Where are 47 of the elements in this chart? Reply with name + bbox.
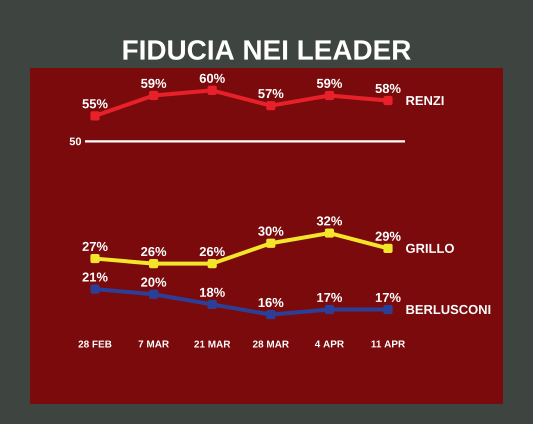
data-label: 16%	[258, 298, 284, 308]
series-label: GRILLO	[406, 244, 454, 253]
data-label: 20%	[141, 278, 166, 287]
point	[149, 290, 158, 299]
data-label: 26%	[200, 246, 225, 256]
point	[90, 254, 100, 264]
x-tick-label: 11 APR	[371, 340, 405, 348]
point	[266, 101, 276, 110]
data-label: 26%	[141, 246, 166, 256]
x-tick-label: 7 MAR	[138, 340, 169, 348]
point	[266, 310, 276, 320]
point	[208, 300, 217, 310]
point	[383, 244, 393, 253]
point	[266, 238, 276, 248]
point	[90, 111, 100, 120]
chart-title: FIDUCIA NEI LEADER	[123, 40, 411, 60]
point	[149, 259, 158, 268]
data-label: 30%	[258, 226, 284, 236]
data-label: 59%	[316, 78, 342, 88]
data-label: 57%	[258, 89, 284, 98]
point	[90, 284, 100, 294]
x-tick-label: 4 APR	[314, 340, 344, 348]
data-label: 17%	[376, 292, 401, 302]
x-tick-label: 28 FEB	[78, 340, 112, 348]
point	[149, 90, 158, 100]
data-label: 58%	[375, 84, 401, 94]
data-label: 32%	[316, 216, 342, 226]
data-label: 60%	[200, 74, 225, 83]
point	[324, 90, 334, 100]
point	[324, 304, 334, 314]
point	[383, 304, 393, 314]
data-label: 55%	[82, 99, 108, 108]
data-label: 27%	[82, 242, 108, 252]
data-label: 21%	[82, 272, 108, 282]
x-tick-label: 28 MAR	[252, 340, 289, 348]
point	[208, 259, 217, 268]
series-label: BERLUSCONI	[406, 304, 490, 314]
data-label: 29%	[376, 232, 401, 241]
data-label: 59%	[141, 78, 166, 88]
ref-line-label: 50	[70, 137, 82, 146]
data-label: 17%	[317, 292, 342, 302]
point	[383, 96, 393, 106]
point	[324, 228, 334, 238]
x-tick-label: 21 MAR	[194, 340, 230, 348]
data-label: 18%	[200, 288, 225, 297]
point	[208, 86, 217, 95]
series-label: RENZI	[406, 96, 444, 106]
